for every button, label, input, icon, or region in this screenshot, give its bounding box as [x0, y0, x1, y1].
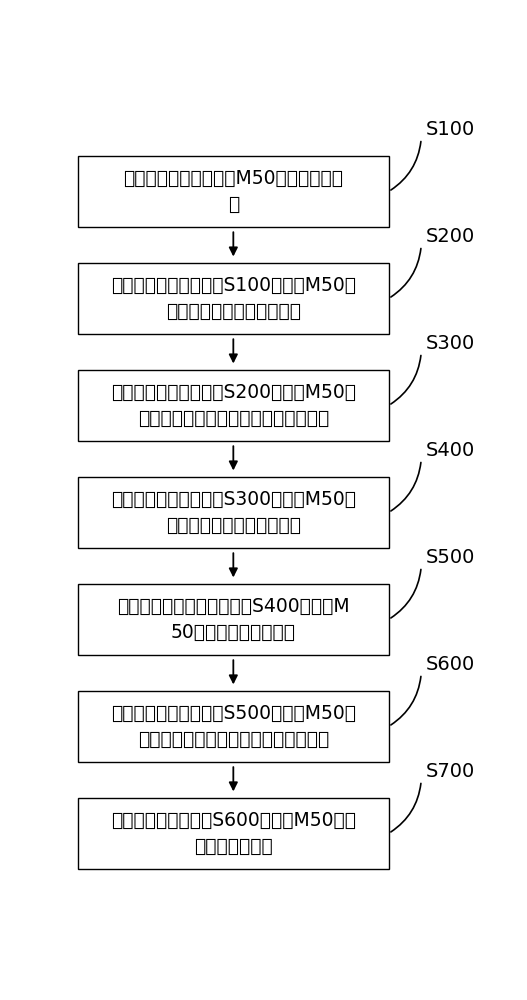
FancyArrowPatch shape	[391, 783, 421, 832]
FancyBboxPatch shape	[78, 370, 388, 441]
Text: S700: S700	[425, 762, 474, 781]
Text: S500: S500	[425, 548, 475, 567]
FancyArrowPatch shape	[391, 142, 421, 190]
Text: 采用高能离子束在步骤S300得到的M50轴
承钢表面注入第二稀土元素: 采用高能离子束在步骤S300得到的M50轴 承钢表面注入第二稀土元素	[111, 490, 356, 535]
FancyBboxPatch shape	[78, 263, 388, 334]
Text: S400: S400	[425, 441, 474, 460]
FancyArrowPatch shape	[391, 355, 421, 404]
Text: S600: S600	[425, 655, 474, 674]
FancyBboxPatch shape	[78, 584, 388, 655]
Text: S100: S100	[425, 120, 474, 139]
Text: 采用高能离子束在步骤S200得到的M50轴
承钢表面注入碳和氮元素中的至少之一: 采用高能离子束在步骤S200得到的M50轴 承钢表面注入碳和氮元素中的至少之一	[111, 383, 356, 428]
FancyArrowPatch shape	[391, 676, 421, 725]
FancyArrowPatch shape	[391, 248, 421, 297]
Text: S300: S300	[425, 334, 474, 353]
Text: 在气体保护下对步骤S600得到的M50轴承
钢进行冷却处理: 在气体保护下对步骤S600得到的M50轴承 钢进行冷却处理	[111, 811, 356, 856]
Text: 采用高能离子束在步骤S500得到的M50轴
承钢表面交替注入金属离子和气体离子: 采用高能离子束在步骤S500得到的M50轴 承钢表面交替注入金属离子和气体离子	[111, 704, 356, 749]
Text: S200: S200	[425, 227, 474, 246]
FancyBboxPatch shape	[78, 477, 388, 548]
Text: 采用低能大束流离子对步骤S400得到的M
50轴承钢进行轰击处理: 采用低能大束流离子对步骤S400得到的M 50轴承钢进行轰击处理	[117, 597, 349, 642]
FancyBboxPatch shape	[78, 156, 388, 227]
FancyArrowPatch shape	[391, 569, 421, 618]
Text: 采用高能离子束在步骤S100得到的M50轴
承钢表面注入第一稀土元素: 采用高能离子束在步骤S100得到的M50轴 承钢表面注入第一稀土元素	[111, 276, 356, 321]
FancyBboxPatch shape	[78, 798, 388, 869]
Text: 采用低能气体离子束对M50轴承钢进行清
洗: 采用低能气体离子束对M50轴承钢进行清 洗	[123, 169, 343, 214]
FancyBboxPatch shape	[78, 691, 388, 762]
FancyArrowPatch shape	[391, 462, 421, 511]
